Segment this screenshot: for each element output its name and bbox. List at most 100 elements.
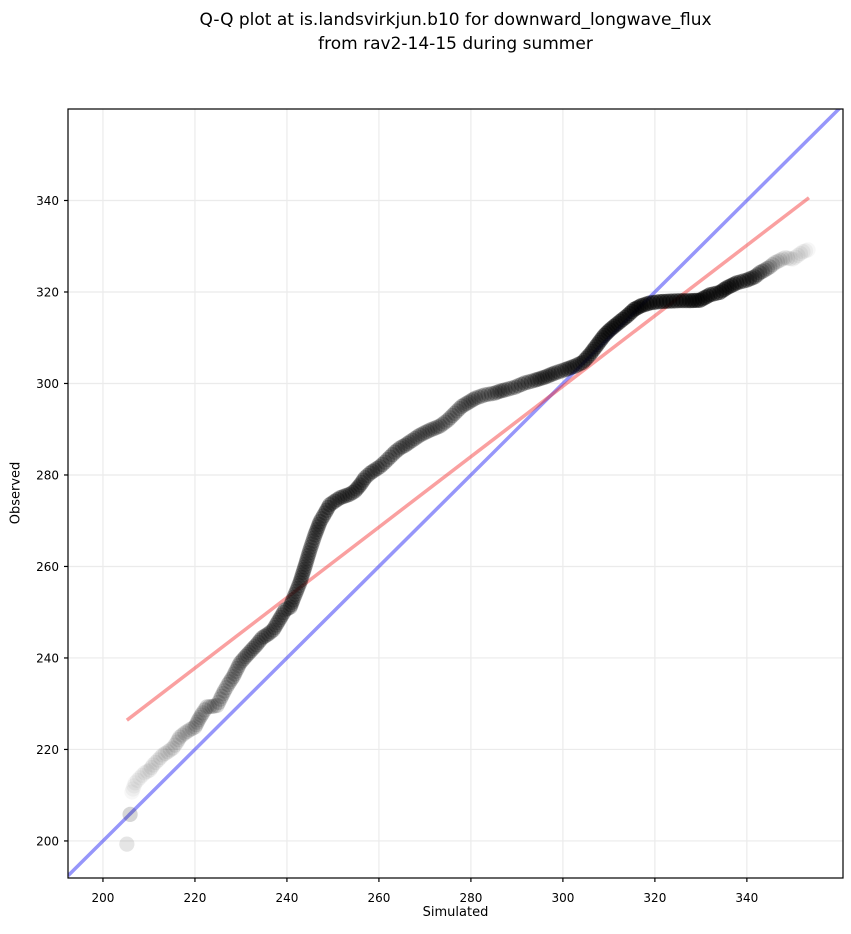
scatter-point [752,265,768,281]
scatter-point [588,339,604,355]
scatter-point [626,301,642,317]
scatter-point [510,378,526,394]
scatter-point [440,412,456,428]
scatter-point [134,767,150,783]
scatter-point [315,508,332,524]
scatter-point [564,359,580,375]
scatter-point [377,454,393,470]
scatter-point [167,737,183,753]
scatter-point [395,439,411,455]
scatter-point [399,436,416,452]
scatter-point [360,467,376,484]
scatter-point [169,734,185,750]
scatter-point [529,371,545,388]
scatter-point [344,484,361,501]
scatter-point [148,754,164,771]
scatter-point [322,497,338,513]
scatter-point [229,660,245,677]
scatter-point [500,381,516,397]
scatter-point [790,247,806,263]
scatter-point [369,460,385,476]
scatter-point [311,516,327,532]
scatter-point [387,444,403,460]
scatter-point [699,288,716,304]
scatter-point [732,274,748,290]
scatter-point [389,442,406,458]
scatter-point [523,373,540,389]
scatter-point [483,386,500,402]
scatter-point [655,293,671,310]
y-tick-label: 340 [36,194,59,208]
scatter-point [211,694,227,710]
scatter-point [569,357,586,373]
scatter-point [297,559,313,575]
scatter-point [719,280,735,296]
scatter-point [193,707,209,723]
scatter-point [283,597,299,613]
scatter-point [277,602,293,618]
scatter-point [184,720,201,737]
scatter-point [716,281,732,297]
scatter-point [362,465,378,481]
scatter-point [310,519,326,535]
scatter-point [160,744,176,760]
scatter-point [187,719,203,735]
scatter-point [606,318,622,335]
scatter-point [721,279,737,295]
scatter-point [287,586,303,602]
scatter-point [267,619,283,636]
scatter-point [497,382,513,398]
scatter-point [602,322,618,338]
scatter-point [665,293,681,309]
scatter-point [216,683,232,699]
scatter-point [342,486,358,502]
scatter-point [293,569,310,586]
scatter-point [132,770,148,786]
scatter-point [188,716,204,733]
scatter-point [795,244,811,260]
scatter-point [697,289,713,306]
scatter-point [559,361,575,377]
scatter-point [384,447,401,463]
scatter-point [402,434,418,450]
scatter-point [291,578,307,594]
scatter-point [584,343,600,360]
scatter-point [352,477,368,493]
scatter-point [215,686,231,702]
scatter-point [220,676,236,693]
scatter-point [268,617,284,633]
scatter-point [271,612,287,628]
scatter-point [419,423,436,439]
scatter-point [550,364,566,380]
scatter-point [642,295,658,311]
scatter-point [263,624,279,640]
scatter-point [228,663,244,679]
scatter-point [309,521,325,538]
scatter-point [580,348,597,364]
scatter-point [575,354,591,371]
scatter-point [275,604,292,621]
y-tick-label: 300 [36,377,59,391]
scatter-point [162,742,178,758]
chart-title: Q-Q plot at is.landsvirkjun.b10 for down… [68,9,843,56]
y-axis-label: Observed [8,461,24,525]
scatter-point [724,277,740,293]
scatter-point [239,647,255,663]
scatter-point [332,490,348,506]
scatter-point [442,410,458,426]
y-tick-label: 240 [36,651,59,665]
scatter-point [367,462,383,478]
scatter-point [152,749,169,766]
scatter-point [432,418,448,434]
scatter-point [648,294,665,310]
scatter-point [274,607,290,623]
scatter-point [675,293,691,309]
scatter-point [769,253,786,270]
scatter-point [619,308,635,324]
scatter-point [759,260,775,277]
scatter-point [282,599,298,615]
scatter-point [572,356,588,372]
x-tick-label: 220 [183,891,206,905]
scatter-point [544,366,561,382]
scatter-point [610,315,626,331]
